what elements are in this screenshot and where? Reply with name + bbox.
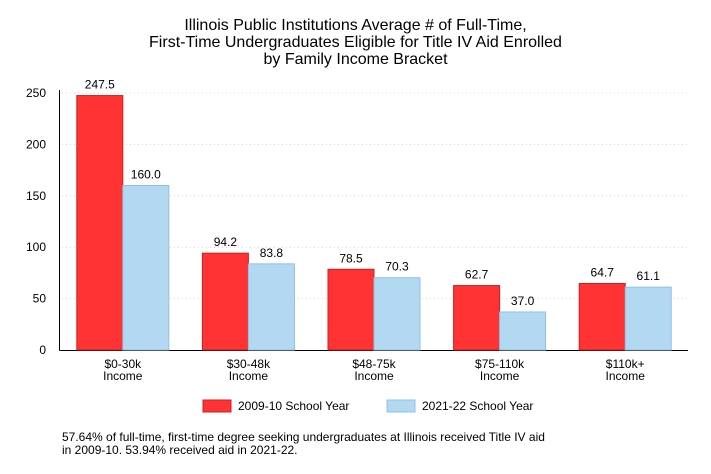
data-label: 78.5 (339, 251, 363, 265)
bar-series-0-cat-4 (578, 282, 626, 351)
footnote-line-1: 57.64% of full-time, first-time degree s… (62, 430, 545, 444)
data-label: 37.0 (511, 294, 535, 308)
x-category-label: $110k+ (606, 357, 645, 371)
legend-swatch-0 (202, 399, 232, 413)
data-label: 83.8 (260, 246, 284, 260)
bar-series-0-cat-2 (327, 268, 375, 351)
legend-swatch-1 (386, 399, 416, 413)
bars (76, 95, 672, 351)
x-category-label: $30-48k (227, 357, 271, 371)
legend-label-1: 2021-22 School Year (422, 399, 533, 413)
x-category-label: $48-75k (352, 357, 396, 371)
chart-title-line-2: First-Time Undergraduates Eligible for T… (149, 34, 562, 51)
y-tick-label: 50 (33, 292, 47, 306)
chart-title-line-1: Illinois Public Institutions Average # o… (184, 17, 527, 34)
legend-label-0: 2009-10 School Year (238, 399, 349, 413)
data-label: 62.7 (465, 268, 489, 282)
data-labels: 247.5 160.0 94.2 83.8 78.5 70.3 62.7 37.0 64.7 61… (85, 78, 660, 308)
bar-series-1-cat-0 (122, 185, 170, 351)
footnote-line-2: in 2009-10. 53.94% received aid in 2021-… (62, 443, 298, 457)
bar-series-1-cat-4 (624, 286, 672, 351)
x-category-label: $75-110k (475, 357, 525, 371)
y-tick-label: 0 (39, 343, 46, 357)
x-category-label: $0-30k (104, 357, 142, 371)
x-category-label: Income (229, 369, 269, 383)
data-label: 64.7 (591, 265, 615, 279)
bar-series-0-cat-3 (453, 285, 501, 351)
bar-series-1-cat-3 (499, 311, 547, 351)
x-category-label: Income (354, 369, 394, 383)
data-label: 160.0 (131, 168, 161, 182)
bar-series-0-cat-0 (76, 95, 124, 351)
x-category-label: Income (606, 369, 646, 383)
data-label: 61.1 (637, 269, 661, 283)
bar-series-0-cat-1 (201, 252, 249, 351)
bar-series-1-cat-1 (247, 263, 295, 351)
bar-series-1-cat-2 (373, 277, 421, 351)
y-tick-label: 200 (26, 137, 46, 151)
y-tick-label: 150 (26, 189, 46, 203)
footnote: 57.64% of full-time, first-time degree s… (62, 431, 702, 457)
chart-title-line-3: by Family Income Bracket (263, 51, 448, 68)
x-category-label: Income (103, 369, 143, 383)
data-label: 247.5 (85, 78, 115, 92)
data-label: 70.3 (385, 260, 409, 274)
y-tick-label: 100 (26, 240, 46, 254)
data-label: 94.2 (214, 235, 238, 249)
x-category-label: Income (480, 369, 520, 383)
y-tick-label: 250 (26, 86, 46, 100)
axes: 050100150200250$0-30kIncome$30-48kIncome… (26, 86, 688, 383)
chart-title: Illinois Public Institutions Average # o… (0, 17, 711, 68)
legend: 2009-10 School Year 2021-22 School Year (202, 399, 533, 413)
